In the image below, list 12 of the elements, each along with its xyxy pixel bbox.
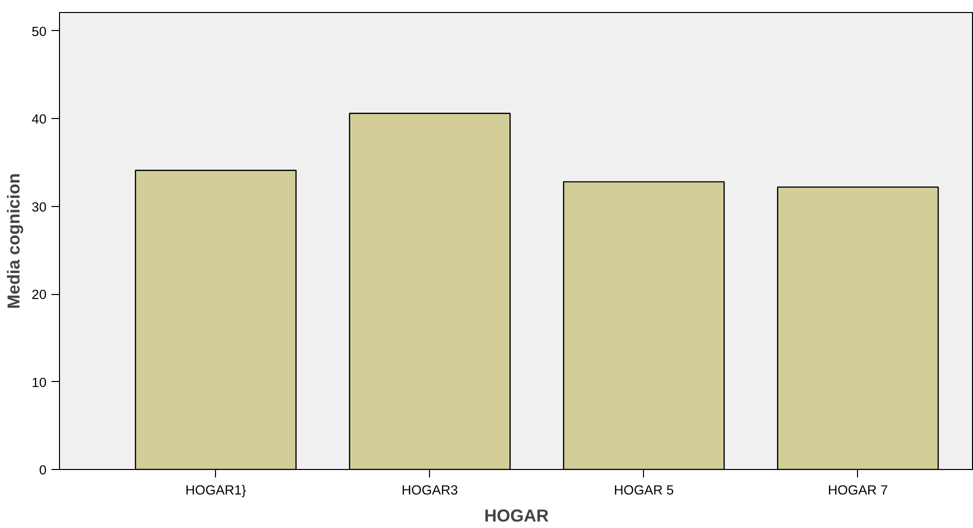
y-tick-label: 30 xyxy=(32,199,47,214)
x-tick-label: HOGAR3 xyxy=(402,482,458,498)
x-tick-label: HOGAR 5 xyxy=(614,482,674,498)
y-tick-label: 50 xyxy=(32,24,47,39)
y-axis-title: Media cognicion xyxy=(4,173,24,309)
y-tick-label: 10 xyxy=(32,374,47,390)
y-tick-label: 0 xyxy=(39,462,47,478)
x-tick-label: HOGAR 7 xyxy=(828,482,888,498)
x-axis-title: HOGAR xyxy=(484,506,550,526)
x-tick-label: HOGAR1} xyxy=(185,482,247,498)
y-tick-label: 20 xyxy=(32,287,47,302)
y-tick-label: 40 xyxy=(32,112,47,127)
